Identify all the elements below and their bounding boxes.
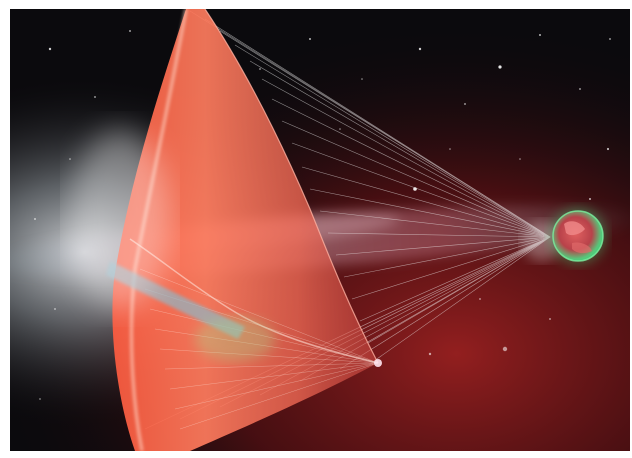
planet-icon (550, 208, 606, 264)
star-field (34, 30, 611, 400)
sail-glow (70, 129, 170, 309)
illustration-canvas (10, 9, 630, 451)
space-illustration (10, 9, 630, 451)
